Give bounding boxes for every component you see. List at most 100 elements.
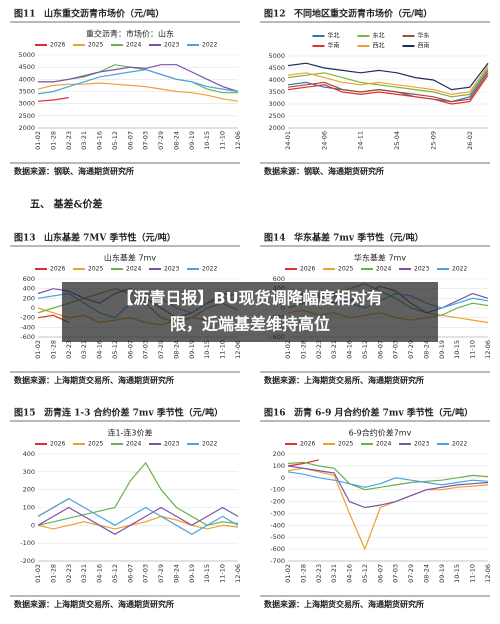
x-tick-label: 10-15 (203, 131, 211, 150)
x-tick-label: 03-21 (330, 340, 338, 359)
x-tick-label: 24-06 (320, 131, 328, 150)
x-tick-label: 01-28 (299, 340, 307, 359)
x-tick-label: 10-15 (203, 564, 211, 583)
legend-label: 2022 (452, 266, 467, 273)
x-tick-label: 06-07 (126, 131, 134, 150)
series-line (287, 72, 489, 103)
y-tick-label: 400 (23, 285, 35, 293)
x-tick-label: 08-24 (422, 340, 430, 359)
x-tick-label: 02-23 (65, 131, 73, 150)
legend-label: 2025 (338, 441, 353, 448)
series-line (37, 68, 239, 95)
figure-label: 图15 (14, 408, 36, 419)
source-note: 数据来源：上海期货交易所、海通期货研究所 (264, 599, 424, 609)
x-tick-label: 04-16 (346, 564, 354, 583)
y-tick-label: 4000 (268, 76, 285, 84)
y-tick-label: 4000 (18, 75, 35, 83)
y-tick-label: -400 (20, 323, 35, 331)
x-tick-label: 01-02 (284, 340, 292, 359)
y-tick-label: -300 (270, 509, 285, 517)
x-tick-label: 01-28 (49, 340, 57, 359)
x-tick-label: 07-29 (157, 564, 165, 583)
legend-label: 2024 (126, 42, 141, 49)
y-tick-label: -200 (20, 557, 35, 565)
legend-label: 2024 (376, 266, 391, 273)
y-tick-label: -200 (20, 314, 35, 322)
legend-label: 华北 (328, 32, 340, 40)
legend-label: 华东 (418, 32, 430, 40)
banner-title: 【沥青日报】BU现货调降幅度相对有 (117, 289, 382, 308)
series-line (287, 65, 489, 96)
x-tick-label: 08-24 (172, 564, 180, 583)
x-tick-label: 07-03 (142, 340, 150, 359)
x-tick-label: 10-15 (453, 564, 461, 583)
series-line (38, 64, 238, 94)
chart-subtitle: 山东基差 7mv (104, 253, 156, 263)
x-tick-label: 07-29 (407, 564, 415, 583)
section-heading: 五、 基差&价差 (30, 198, 103, 211)
legend-label: 2024 (376, 441, 391, 448)
source-note: 数据来源：上海期货交易所、海通期货研究所 (264, 375, 424, 385)
chart-panel: 图15 沥青连 1-3 合约价差 7mv 季节性（元/吨） 数据来源：上海期货交易所… (10, 407, 242, 609)
x-tick-label: 07-29 (157, 340, 165, 359)
x-tick-label: 05-12 (361, 564, 369, 583)
x-tick-label: 04-16 (96, 131, 104, 150)
chart-title: 沥青连 1-3 合约价差 7mv 季节性（元/吨） (44, 407, 223, 419)
x-tick-label: 09-19 (438, 340, 446, 359)
y-tick-label: -600 (270, 545, 285, 553)
x-tick-label: 11-10 (219, 340, 227, 359)
y-tick-label: 0 (31, 304, 35, 312)
y-tick-label: 100 (273, 462, 285, 470)
chart-title: 华东基差 7mv 季节性（元/吨） (294, 232, 424, 244)
figure-label: 图16 (264, 408, 286, 419)
x-tick-label: 25-09 (429, 131, 437, 150)
y-tick-label: 5000 (18, 51, 35, 59)
x-tick-label: 01-28 (49, 131, 57, 150)
x-tick-label: 03-21 (330, 564, 338, 583)
chart-panel: 图11 山东重交沥青市场价（元/吨） 数据来源：钢联、海通期货研究所 重交沥青：市场价… (10, 8, 242, 176)
x-tick-label: 07-03 (142, 564, 150, 583)
legend-label: 2022 (202, 42, 217, 49)
legend-label: 2026 (50, 441, 65, 448)
y-tick-label: 4500 (268, 64, 285, 72)
x-tick-label: 07-29 (157, 131, 165, 150)
legend-label: 2025 (88, 42, 103, 49)
figure-label: 图11 (14, 9, 36, 20)
series-line (37, 461, 239, 526)
series-line (37, 515, 239, 530)
source-note: 数据来源：上海期货交易所、海通期货研究所 (14, 599, 174, 609)
x-tick-label: 07-03 (142, 131, 150, 150)
y-tick-label: 3500 (268, 88, 285, 96)
x-tick-label: 05-12 (111, 340, 119, 359)
y-tick-label: 2500 (18, 112, 35, 120)
series-line (37, 497, 239, 535)
x-tick-label: 04-16 (96, 340, 104, 359)
chart-title: 山东基差 7MV 季节性（元/吨） (44, 232, 176, 244)
x-tick-label: 09-19 (438, 564, 446, 583)
banner-bg (62, 282, 438, 342)
source-note: 数据来源：钢联、海通期货研究所 (14, 166, 134, 176)
y-tick-label: 3000 (268, 100, 285, 108)
x-tick-label: 10-15 (453, 340, 461, 359)
x-tick-label: 05-12 (111, 564, 119, 583)
x-tick-label: 24-01 (284, 131, 292, 150)
chart-title: 沥青 6-9 月合约价差 7mv 季节性（元/吨） (294, 407, 473, 419)
y-tick-label: 0 (31, 521, 35, 529)
chart-subtitle: 华东基差 7mv (354, 253, 406, 263)
x-tick-label: 05-12 (111, 131, 119, 150)
x-tick-label: 08-24 (172, 340, 180, 359)
y-tick-label: 3500 (18, 88, 35, 96)
legend-label: 2023 (414, 441, 429, 448)
x-tick-label: 11-10 (469, 564, 477, 583)
y-tick-label: 300 (23, 468, 35, 476)
legend-label: 2026 (300, 441, 315, 448)
y-tick-label: 600 (23, 275, 35, 283)
y-tick-label: -100 (270, 486, 285, 494)
x-tick-label: 01-02 (34, 340, 42, 359)
x-tick-label: 11-10 (219, 564, 227, 583)
y-tick-label: 200 (23, 294, 35, 302)
x-tick-label: 12-06 (234, 340, 242, 359)
x-tick-label: 06-07 (376, 564, 384, 583)
